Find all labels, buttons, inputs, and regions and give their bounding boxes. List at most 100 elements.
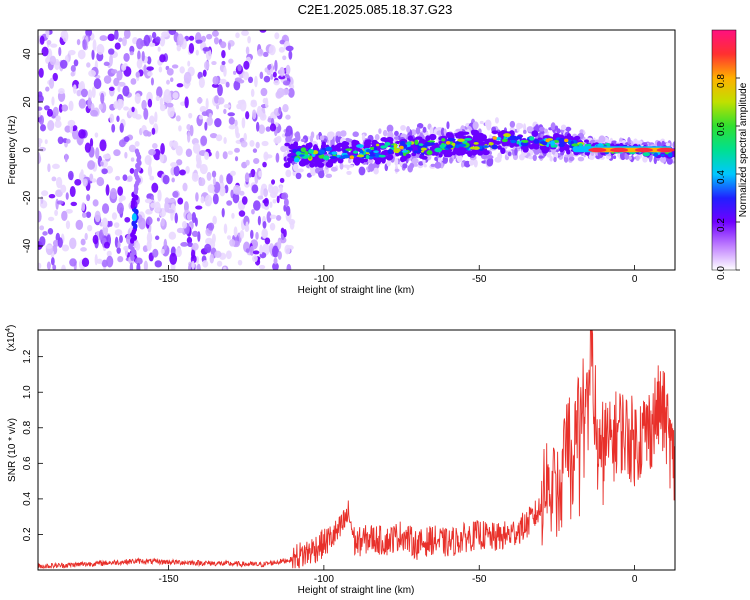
noise-blob [272,262,279,270]
noise-blob [279,185,283,195]
tone-haze [532,154,537,162]
tone-haze [538,155,544,159]
colorbar: 0.0 0.2 0.4 0.6 0.8 Normalized spectral ampl… [711,29,749,280]
tone-haze [315,167,320,174]
tone-haze [456,154,463,163]
tone-haze [464,160,471,168]
tone-haze [446,121,450,130]
noise-blob [238,79,245,84]
noise-blob [76,38,81,46]
noise-blob [260,186,264,199]
tone-blob [384,142,391,146]
y-tick-label: 1.2 [22,349,33,363]
tone-blob [642,152,651,157]
colorbar-tick-label: 0.6 [716,122,727,136]
noise-blob [78,98,87,109]
noise-blob [198,115,203,120]
noise-blob [45,30,50,39]
tone-blob [387,148,393,155]
noise-blob [95,147,100,160]
noise-blob [265,126,271,132]
tone-core [459,151,466,155]
noise-blob [186,236,193,244]
noise-blob [136,262,141,270]
noise-blob [272,71,277,78]
noise-blob [258,124,266,135]
noise-blob [78,129,86,139]
noise-blob [236,103,242,110]
y-tick-label: 40 [22,48,33,60]
noise-blob [157,189,162,202]
noise-blob [174,212,178,224]
tone-core [425,135,431,142]
noise-blob [96,176,105,187]
noise-blob [195,205,203,210]
noise-blob [270,73,274,80]
noise-blob [181,221,188,229]
noise-blob [92,234,99,245]
tone-core [318,157,325,163]
noise-blob [45,86,50,92]
tone-blob [293,157,300,163]
noise-blob [46,40,52,45]
noise-blob [186,212,193,221]
noise-blob [183,71,192,84]
snr-series-line [38,330,675,570]
tone-haze [455,128,463,132]
noise-blob [122,85,130,97]
noise-blob [201,35,207,43]
y-tick-label: 0.2 [22,527,33,541]
noise-blob [285,45,294,52]
tone-haze [598,135,606,143]
y-tick-label: 0 [22,147,33,153]
noise-blob [122,174,128,181]
noise-blob [283,198,289,207]
noise-blob [57,237,63,248]
noise-blob [245,221,249,232]
tone-haze [436,130,443,136]
noise-blob [228,116,236,125]
noise-blob [39,114,45,126]
tone-haze [440,162,444,169]
noise-blob [146,66,154,71]
x-tick-label: -50 [472,274,487,285]
tone-core [497,145,502,150]
noise-blob [70,201,78,207]
tone-blob [375,143,380,147]
noise-blob [263,188,268,198]
noise-blob [239,190,245,196]
noise-blob [194,217,198,227]
tone-blob [441,138,446,142]
noise-blob [240,140,248,148]
noise-blob [189,124,194,137]
noise-blob [67,119,76,127]
noise-blob [146,56,152,65]
colorbar-tick-label: 0.0 [716,266,727,280]
noise-blob [230,170,236,176]
tone-blob [365,148,372,153]
noise-blob [159,152,165,163]
noise-blob [118,139,126,148]
noise-blob [206,33,213,40]
noise-blob [180,242,189,247]
noise-blob [107,33,115,42]
tone-core [476,149,484,156]
noise-blob [116,202,124,215]
noise-blob [118,37,123,42]
tone-haze [429,126,434,136]
noise-blob [96,43,105,55]
tone-blob [304,151,309,156]
noise-blob [222,266,227,270]
tone-blob [331,151,338,155]
noise-blob [69,258,77,267]
spectrogram-x-label: Height of straight line (km) [298,285,415,296]
noise-blob [212,177,216,186]
tone-core [482,149,490,156]
tone-haze [497,152,503,161]
tone-haze [656,141,662,148]
noise-blob [171,64,179,69]
noise-blob [77,49,86,60]
tone-haze [319,135,325,141]
noise-blob [188,35,195,41]
noise-blob [255,231,259,240]
